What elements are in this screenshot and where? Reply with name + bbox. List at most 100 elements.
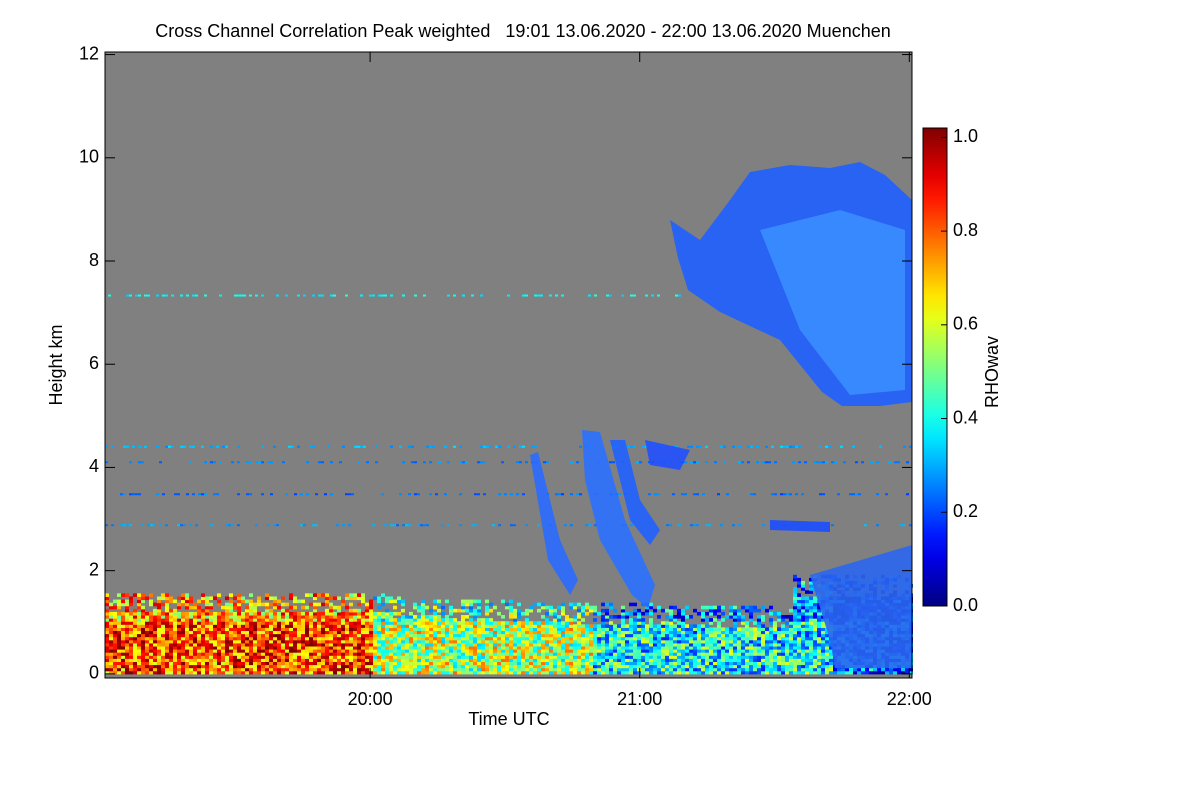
heatmap-cell <box>633 294 636 297</box>
heatmap-cell <box>414 294 417 297</box>
heatmap-cell <box>325 649 329 653</box>
heatmap-cell <box>117 627 121 632</box>
heatmap-cell <box>195 294 198 297</box>
heatmap-cell <box>629 658 633 662</box>
heatmap-cell <box>361 661 365 666</box>
heatmap-cell <box>192 294 195 297</box>
heatmap-cell <box>185 664 189 669</box>
heatmap-cell <box>565 633 569 638</box>
heatmap-cell <box>269 655 273 659</box>
heatmap-cell <box>677 639 681 644</box>
heatmap-cell <box>117 615 121 619</box>
heatmap-cell <box>137 599 141 604</box>
heatmap-cell <box>229 615 233 619</box>
heatmap-cell <box>385 596 389 601</box>
heatmap-cell <box>285 636 289 641</box>
heatmap-cell <box>637 611 641 616</box>
heatmap-cell <box>449 624 453 628</box>
heatmap-cell <box>441 627 445 632</box>
heatmap-cell <box>365 655 369 659</box>
heatmap-cell <box>789 624 793 628</box>
heatmap-cell <box>381 493 384 496</box>
heatmap-cell <box>433 642 437 647</box>
heatmap-cell <box>733 630 737 635</box>
heatmap-cell <box>365 639 369 644</box>
heatmap-cell <box>636 461 639 464</box>
heatmap-cell <box>885 667 889 672</box>
heatmap-cell <box>801 667 805 672</box>
heatmap-cell <box>153 615 157 619</box>
heatmap-cell <box>477 627 481 632</box>
heatmap-cell <box>462 294 465 297</box>
heatmap-cell <box>605 624 609 628</box>
heatmap-cell <box>305 667 309 672</box>
heatmap-cell <box>425 618 429 622</box>
heatmap-cell <box>289 649 293 653</box>
heatmap-cell <box>397 649 401 653</box>
heatmap-cell <box>133 670 137 675</box>
heatmap-cell <box>181 618 185 622</box>
heatmap-cell <box>399 493 402 496</box>
heatmap-cell <box>312 445 315 448</box>
heatmap-cell <box>277 618 281 622</box>
heatmap-cell <box>169 661 173 666</box>
heatmap-cell <box>581 624 585 628</box>
heatmap-cell <box>129 642 133 647</box>
heatmap-cell <box>469 608 473 613</box>
heatmap-cell <box>653 667 657 672</box>
heatmap-cell <box>183 445 186 448</box>
heatmap-cell <box>345 664 349 669</box>
heatmap-cell <box>157 646 161 650</box>
heatmap-cell <box>141 633 145 638</box>
heatmap-cell <box>801 584 805 588</box>
heatmap-cell <box>357 661 361 666</box>
heatmap-cell <box>261 445 264 448</box>
heatmap-cell <box>469 618 473 622</box>
heatmap-cell <box>557 661 561 666</box>
heatmap-region <box>770 520 830 532</box>
heatmap-cell <box>420 524 423 527</box>
heatmap-cell <box>545 661 549 666</box>
heatmap-cell <box>269 630 273 635</box>
heatmap-cell <box>665 636 669 641</box>
heatmap-cell <box>113 633 117 638</box>
heatmap-cell <box>753 646 757 650</box>
heatmap-cell <box>701 624 705 628</box>
heatmap-cell <box>585 639 589 644</box>
heatmap-cell <box>433 664 437 669</box>
heatmap-cell <box>437 621 441 625</box>
heatmap-cell <box>461 618 465 622</box>
heatmap-cell <box>633 646 637 650</box>
heatmap-cell <box>197 646 201 650</box>
heatmap-cell <box>709 621 713 625</box>
heatmap-cell <box>237 627 241 632</box>
heatmap-cell <box>222 445 225 448</box>
heatmap-cell <box>485 646 489 650</box>
heatmap-cell <box>389 670 393 675</box>
heatmap-cell <box>665 621 669 625</box>
heatmap-cell <box>665 664 669 669</box>
heatmap-cell <box>461 646 465 650</box>
heatmap-cell <box>409 633 413 638</box>
heatmap-cell <box>169 618 173 622</box>
heatmap-cell <box>305 630 309 635</box>
heatmap-cell <box>193 602 197 607</box>
heatmap-cell <box>693 608 697 613</box>
heatmap-cell <box>277 658 281 662</box>
heatmap-cell <box>829 655 833 659</box>
heatmap-cell <box>533 636 537 641</box>
heatmap-cell <box>749 618 753 622</box>
heatmap-cell <box>749 664 753 669</box>
heatmap-cell <box>825 639 829 644</box>
heatmap-cell <box>633 655 637 659</box>
heatmap-cell <box>473 636 477 641</box>
heatmap-cell <box>897 670 901 675</box>
heatmap-cell <box>609 461 612 464</box>
heatmap-cell <box>713 633 717 638</box>
heatmap-cell <box>825 661 829 666</box>
heatmap-cell <box>133 661 137 666</box>
heatmap-cell <box>289 642 293 647</box>
heatmap-cell <box>285 624 289 628</box>
heatmap-cell <box>637 646 641 650</box>
heatmap-cell <box>181 611 185 616</box>
